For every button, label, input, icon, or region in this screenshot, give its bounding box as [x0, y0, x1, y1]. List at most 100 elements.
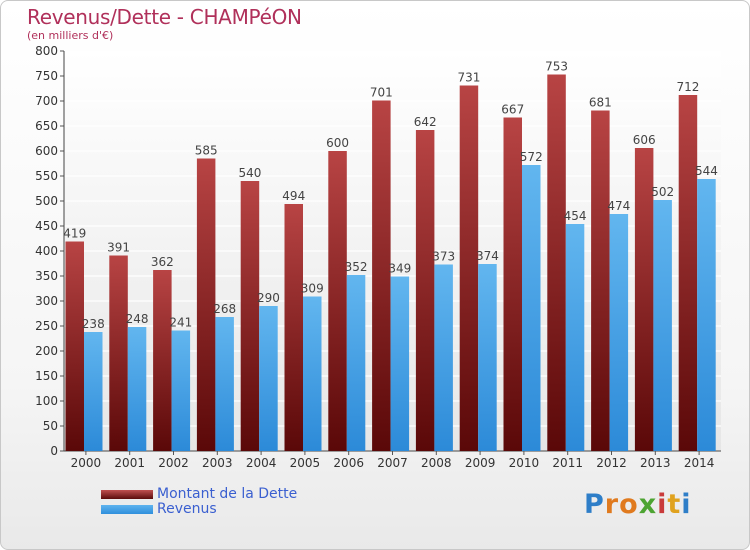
value-label-dette: 731: [457, 71, 480, 85]
bar-dette: [634, 148, 654, 451]
chart-subtitle: (en milliers d'€): [27, 29, 114, 42]
y-tick-label: 100: [35, 394, 58, 408]
logo-letter: r: [604, 489, 620, 520]
logo-letter: P: [584, 489, 605, 520]
value-label-revenus: 268: [213, 302, 236, 316]
bar-dette: [284, 204, 303, 451]
bar-revenus: [478, 264, 497, 451]
bar-dette: [372, 100, 391, 451]
bar-dette: [547, 74, 566, 451]
bar-revenus: [346, 275, 366, 451]
legend-label-dette: Montant de la Dette: [157, 486, 298, 502]
bar-revenus: [127, 327, 147, 451]
y-tick-label: 300: [35, 294, 58, 308]
bar-revenus: [171, 330, 191, 451]
logo-letter: t: [667, 489, 682, 520]
bar-dette: [65, 241, 84, 451]
x-tick-label: 2001: [114, 456, 145, 470]
y-tick-label: 350: [35, 269, 58, 283]
bar-revenus: [609, 214, 629, 451]
value-label-revenus: 373: [432, 250, 455, 264]
bar-dette: [503, 117, 522, 451]
value-label-revenus: 502: [651, 185, 674, 199]
x-tick-label: 2013: [640, 456, 671, 470]
y-tick-label: 600: [35, 144, 58, 158]
y-tick-label: 50: [43, 419, 58, 433]
legend-label-revenus: Revenus: [157, 501, 217, 517]
value-label-revenus: 474: [607, 199, 630, 213]
value-label-revenus: 238: [82, 317, 105, 331]
value-label-dette: 600: [326, 136, 349, 150]
value-label-dette: 681: [589, 96, 612, 110]
bar-revenus: [84, 332, 103, 451]
legend-swatch-revenus: [101, 505, 153, 514]
chart-title: Revenus/Dette - CHAMPéON: [27, 5, 302, 29]
value-label-revenus: 572: [520, 150, 543, 164]
value-label-dette: 701: [370, 86, 393, 100]
proxiti-logo: Proxiti: [584, 489, 692, 520]
value-label-revenus: 248: [126, 312, 149, 326]
y-tick-label: 750: [35, 69, 58, 83]
bar-dette: [591, 110, 610, 451]
y-tick-label: 450: [35, 219, 58, 233]
x-tick-label: 2000: [71, 456, 102, 470]
value-label-dette: 753: [545, 60, 568, 74]
x-tick-label: 2014: [684, 456, 715, 470]
bar-revenus: [215, 317, 234, 451]
y-tick-label: 550: [35, 169, 58, 183]
x-tick-label: 2002: [158, 456, 189, 470]
bar-dette: [328, 151, 347, 451]
x-tick-label: 2012: [596, 456, 627, 470]
value-label-dette: 419: [63, 227, 86, 241]
value-label-revenus: 374: [476, 249, 499, 263]
bar-dette: [196, 158, 216, 451]
logo-letter: o: [619, 489, 639, 520]
value-label-revenus: 309: [301, 282, 324, 296]
x-tick-label: 2003: [202, 456, 233, 470]
value-label-dette: 391: [107, 241, 130, 255]
value-label-dette: 494: [282, 189, 305, 203]
logo-letter: i: [681, 489, 692, 520]
y-tick-label: 150: [35, 369, 58, 383]
y-tick-label: 0: [50, 444, 58, 458]
x-tick-label: 2008: [421, 456, 452, 470]
value-label-revenus: 349: [388, 262, 411, 276]
bar-dette: [415, 130, 435, 451]
y-tick-label: 500: [35, 194, 58, 208]
x-tick-label: 2004: [246, 456, 277, 470]
bar-dette: [153, 270, 172, 451]
logo-letter: i: [657, 489, 668, 520]
x-tick-label: 2009: [465, 456, 496, 470]
x-tick-label: 2005: [290, 456, 321, 470]
bar-dette: [459, 85, 479, 451]
bar-revenus: [434, 264, 453, 451]
value-label-revenus: 454: [564, 209, 587, 223]
value-label-dette: 362: [151, 255, 174, 269]
y-tick-label: 400: [35, 244, 58, 258]
value-label-dette: 712: [676, 80, 699, 94]
value-label-dette: 540: [238, 166, 261, 180]
y-tick-label: 700: [35, 94, 58, 108]
bar-revenus: [565, 224, 585, 451]
value-label-dette: 606: [633, 133, 656, 147]
value-label-revenus: 544: [695, 164, 718, 178]
value-label-dette: 642: [414, 115, 437, 129]
logo-letter: x: [638, 489, 658, 520]
x-tick-label: 2007: [377, 456, 408, 470]
bar-revenus: [522, 165, 541, 451]
bar-dette: [678, 95, 698, 451]
legend-swatch-dette: [101, 490, 153, 499]
value-label-revenus: 241: [169, 316, 192, 330]
value-label-revenus: 352: [345, 260, 368, 274]
bar-revenus: [697, 179, 716, 451]
x-tick-label: 2006: [333, 456, 364, 470]
bar-revenus: [259, 306, 278, 451]
bar-dette: [240, 181, 260, 451]
y-tick-label: 800: [35, 44, 58, 58]
y-tick-label: 250: [35, 319, 58, 333]
x-tick-label: 2010: [509, 456, 540, 470]
bar-revenus: [653, 200, 672, 451]
y-tick-label: 200: [35, 344, 58, 358]
x-tick-label: 2011: [552, 456, 583, 470]
